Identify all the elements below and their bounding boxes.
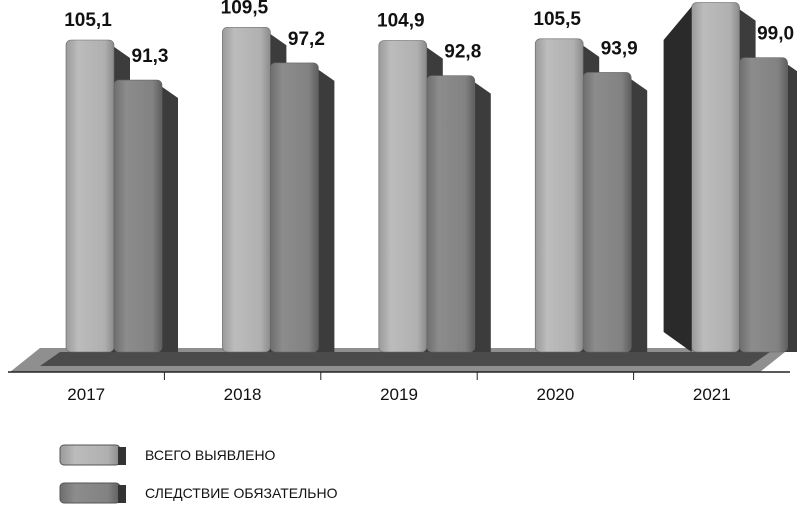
- bar-side: [627, 76, 648, 352]
- data-label: 97,2: [288, 29, 325, 50]
- bar-total-2018: [222, 26, 271, 353]
- bar-total-2017: [65, 39, 115, 353]
- bar-investigation-2019: [426, 75, 476, 353]
- bar-total-2019: [378, 40, 428, 353]
- bar-side: [470, 79, 491, 353]
- x-tick-label: 2018: [224, 385, 262, 404]
- legend-swatch-side: [118, 485, 126, 503]
- data-label: 109,5: [221, 0, 269, 18]
- data-label: 99,0: [757, 24, 794, 45]
- data-label: 105,5: [533, 9, 581, 30]
- bar-total-2020: [534, 38, 584, 353]
- legend-label-1: СЛЕДСТВИЕ ОБЯЗАТЕЛЬНО: [145, 485, 338, 501]
- bar-investigation-2018: [270, 62, 319, 353]
- legend-swatch-side: [118, 447, 126, 465]
- legend-swatch-0: [59, 444, 121, 466]
- x-tick-label: 2019: [380, 385, 418, 404]
- bar-investigation-2017: [113, 79, 163, 353]
- bar-side-left: [663, 6, 692, 353]
- bar-total-2021: [691, 2, 740, 353]
- bar-side: [314, 66, 335, 352]
- legend-swatch-1: [59, 482, 121, 504]
- x-tick-label: 2021: [693, 385, 731, 404]
- x-tick-label: 2020: [536, 385, 574, 404]
- bar-investigation-2021: [739, 57, 788, 353]
- floor-shadow: [40, 352, 770, 366]
- data-label: 104,9: [377, 11, 425, 32]
- legend-label-0: ВСЕГО ВЫЯВЛЕНО: [145, 447, 276, 463]
- data-label: 93,9: [601, 38, 638, 59]
- x-tick-label: 2017: [67, 385, 105, 404]
- bar-investigation-2020: [582, 72, 632, 353]
- data-label: 91,3: [132, 46, 169, 67]
- bar-side: [158, 84, 178, 353]
- data-label: 92,8: [444, 42, 481, 63]
- data-label: 105,1: [64, 10, 112, 31]
